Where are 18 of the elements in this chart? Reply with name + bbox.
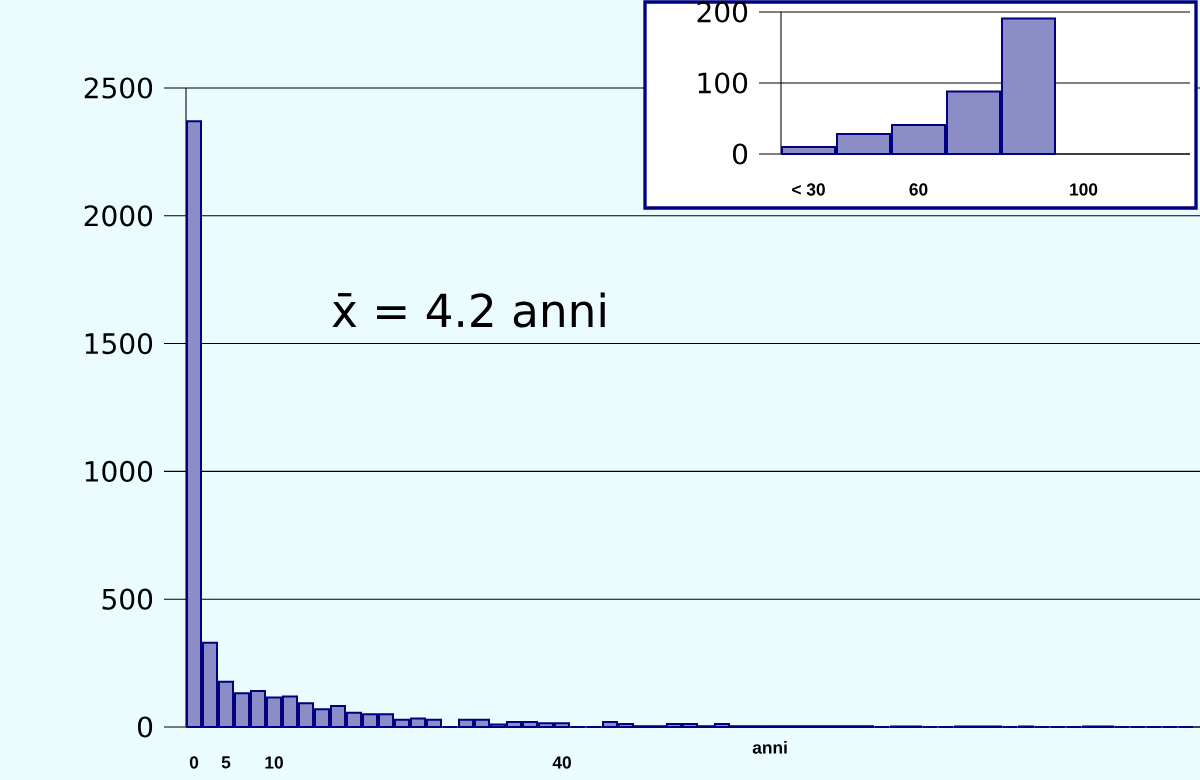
y-tick-label: 2000	[84, 205, 153, 227]
y-tick-label: 2500	[84, 77, 153, 99]
x-tick-label: 5	[221, 756, 231, 769]
y-tick-label: 1500	[85, 332, 153, 355]
x-tick-label: 100	[1070, 183, 1098, 196]
y-tick-label: 0	[732, 143, 748, 165]
y-tick-label: 100	[698, 72, 748, 94]
y-tick-label: 500	[102, 588, 153, 610]
y-tick-label: 200	[697, 1, 748, 23]
x-tick-label: 60	[909, 183, 928, 196]
x-tick-label: 40	[552, 756, 571, 769]
x-axis-title: anni	[752, 741, 787, 754]
x-tick-label: 10	[265, 756, 283, 769]
y-tick-label: 1000	[85, 460, 153, 482]
y-tick-label: 0	[137, 716, 153, 738]
x-tick-label: < 30	[792, 183, 825, 196]
annotation: x̄ = 4.2 anni	[332, 292, 605, 328]
x-tick-label: 0	[189, 756, 199, 769]
